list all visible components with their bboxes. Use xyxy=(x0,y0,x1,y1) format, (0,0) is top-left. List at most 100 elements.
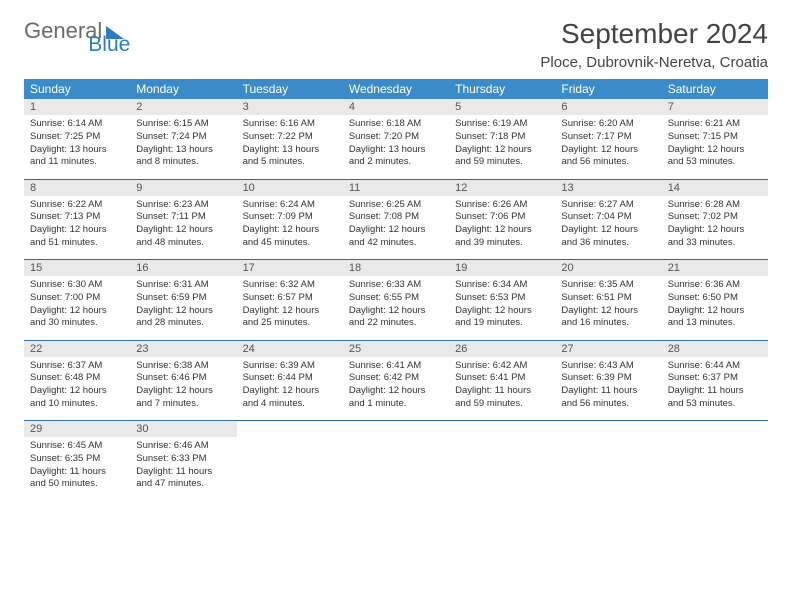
day-number-cell: 20 xyxy=(555,260,661,277)
weekday-header-row: Sunday Monday Tuesday Wednesday Thursday… xyxy=(24,79,768,99)
daylight-line: Daylight: 12 hours and 4 minutes. xyxy=(243,385,337,411)
day-detail-cell: Sunrise: 6:33 AMSunset: 6:55 PMDaylight:… xyxy=(343,276,449,340)
daylight-line: Daylight: 12 hours and 7 minutes. xyxy=(136,385,230,411)
day-detail-cell: Sunrise: 6:27 AMSunset: 7:04 PMDaylight:… xyxy=(555,196,661,260)
sunrise-line: Sunrise: 6:34 AM xyxy=(455,279,549,292)
day-number-cell: 12 xyxy=(449,179,555,196)
day-detail-cell: Sunrise: 6:35 AMSunset: 6:51 PMDaylight:… xyxy=(555,276,661,340)
daylight-line: Daylight: 12 hours and 1 minute. xyxy=(349,385,443,411)
day-detail-cell: Sunrise: 6:15 AMSunset: 7:24 PMDaylight:… xyxy=(130,115,236,179)
sunset-line: Sunset: 6:42 PM xyxy=(349,372,443,385)
sunset-line: Sunset: 6:35 PM xyxy=(30,453,124,466)
day-detail-cell: Sunrise: 6:46 AMSunset: 6:33 PMDaylight:… xyxy=(130,437,236,501)
day-number-cell xyxy=(237,421,343,438)
daylight-line: Daylight: 12 hours and 59 minutes. xyxy=(455,144,549,170)
daylight-line: Daylight: 12 hours and 10 minutes. xyxy=(30,385,124,411)
day-number-cell: 11 xyxy=(343,179,449,196)
sunset-line: Sunset: 6:57 PM xyxy=(243,292,337,305)
day-detail-cell: Sunrise: 6:19 AMSunset: 7:18 PMDaylight:… xyxy=(449,115,555,179)
daylight-line: Daylight: 12 hours and 13 minutes. xyxy=(668,305,762,331)
day-detail-cell: Sunrise: 6:38 AMSunset: 6:46 PMDaylight:… xyxy=(130,357,236,421)
day-number-cell: 15 xyxy=(24,260,130,277)
day-detail-cell: Sunrise: 6:36 AMSunset: 6:50 PMDaylight:… xyxy=(662,276,768,340)
day-number-cell: 7 xyxy=(662,99,768,115)
sunrise-line: Sunrise: 6:33 AM xyxy=(349,279,443,292)
sunset-line: Sunset: 6:33 PM xyxy=(136,453,230,466)
day-detail-cell: Sunrise: 6:24 AMSunset: 7:09 PMDaylight:… xyxy=(237,196,343,260)
day-number-cell: 18 xyxy=(343,260,449,277)
sunrise-line: Sunrise: 6:23 AM xyxy=(136,199,230,212)
sunset-line: Sunset: 7:11 PM xyxy=(136,211,230,224)
logo: General Blue xyxy=(24,18,168,44)
day-detail-cell: Sunrise: 6:34 AMSunset: 6:53 PMDaylight:… xyxy=(449,276,555,340)
sunset-line: Sunset: 6:55 PM xyxy=(349,292,443,305)
day-number-cell: 10 xyxy=(237,179,343,196)
daylight-line: Daylight: 12 hours and 45 minutes. xyxy=(243,224,337,250)
day-number-cell: 13 xyxy=(555,179,661,196)
day-number-cell: 8 xyxy=(24,179,130,196)
day-detail-cell: Sunrise: 6:41 AMSunset: 6:42 PMDaylight:… xyxy=(343,357,449,421)
daylight-line: Daylight: 12 hours and 16 minutes. xyxy=(561,305,655,331)
header: General Blue September 2024 Ploce, Dubro… xyxy=(24,18,768,71)
sunrise-line: Sunrise: 6:36 AM xyxy=(668,279,762,292)
day-detail-row: Sunrise: 6:30 AMSunset: 7:00 PMDaylight:… xyxy=(24,276,768,340)
sunset-line: Sunset: 6:44 PM xyxy=(243,372,337,385)
sunrise-line: Sunrise: 6:14 AM xyxy=(30,118,124,131)
day-number-cell xyxy=(449,421,555,438)
sunset-line: Sunset: 6:46 PM xyxy=(136,372,230,385)
sunrise-line: Sunrise: 6:42 AM xyxy=(455,360,549,373)
sunrise-line: Sunrise: 6:24 AM xyxy=(243,199,337,212)
day-detail-row: Sunrise: 6:45 AMSunset: 6:35 PMDaylight:… xyxy=(24,437,768,501)
daylight-line: Daylight: 13 hours and 8 minutes. xyxy=(136,144,230,170)
day-number-row: 2930 xyxy=(24,421,768,438)
day-number-cell: 28 xyxy=(662,340,768,357)
day-detail-cell: Sunrise: 6:39 AMSunset: 6:44 PMDaylight:… xyxy=(237,357,343,421)
weekday-header: Saturday xyxy=(662,79,768,99)
sunset-line: Sunset: 7:25 PM xyxy=(30,131,124,144)
sunrise-line: Sunrise: 6:22 AM xyxy=(30,199,124,212)
daylight-line: Daylight: 13 hours and 5 minutes. xyxy=(243,144,337,170)
day-detail-cell xyxy=(662,437,768,501)
sunrise-line: Sunrise: 6:26 AM xyxy=(455,199,549,212)
day-detail-cell: Sunrise: 6:21 AMSunset: 7:15 PMDaylight:… xyxy=(662,115,768,179)
day-detail-cell: Sunrise: 6:14 AMSunset: 7:25 PMDaylight:… xyxy=(24,115,130,179)
day-detail-cell: Sunrise: 6:20 AMSunset: 7:17 PMDaylight:… xyxy=(555,115,661,179)
title-block: September 2024 Ploce, Dubrovnik-Neretva,… xyxy=(540,18,768,71)
daylight-line: Daylight: 11 hours and 56 minutes. xyxy=(561,385,655,411)
day-number-cell: 23 xyxy=(130,340,236,357)
day-number-row: 15161718192021 xyxy=(24,260,768,277)
day-number-cell: 5 xyxy=(449,99,555,115)
sunset-line: Sunset: 7:08 PM xyxy=(349,211,443,224)
sunrise-line: Sunrise: 6:28 AM xyxy=(668,199,762,212)
sunset-line: Sunset: 6:59 PM xyxy=(136,292,230,305)
daylight-line: Daylight: 12 hours and 30 minutes. xyxy=(30,305,124,331)
sunset-line: Sunset: 7:20 PM xyxy=(349,131,443,144)
day-detail-cell: Sunrise: 6:25 AMSunset: 7:08 PMDaylight:… xyxy=(343,196,449,260)
daylight-line: Daylight: 12 hours and 56 minutes. xyxy=(561,144,655,170)
day-number-cell: 4 xyxy=(343,99,449,115)
sunset-line: Sunset: 6:50 PM xyxy=(668,292,762,305)
sunrise-line: Sunrise: 6:39 AM xyxy=(243,360,337,373)
sunset-line: Sunset: 7:09 PM xyxy=(243,211,337,224)
daylight-line: Daylight: 12 hours and 48 minutes. xyxy=(136,224,230,250)
day-detail-cell: Sunrise: 6:28 AMSunset: 7:02 PMDaylight:… xyxy=(662,196,768,260)
day-number-cell: 17 xyxy=(237,260,343,277)
sunset-line: Sunset: 7:15 PM xyxy=(668,131,762,144)
daylight-line: Daylight: 12 hours and 51 minutes. xyxy=(30,224,124,250)
day-detail-cell: Sunrise: 6:22 AMSunset: 7:13 PMDaylight:… xyxy=(24,196,130,260)
sunset-line: Sunset: 6:48 PM xyxy=(30,372,124,385)
day-detail-cell xyxy=(343,437,449,501)
day-detail-cell: Sunrise: 6:37 AMSunset: 6:48 PMDaylight:… xyxy=(24,357,130,421)
weekday-header: Friday xyxy=(555,79,661,99)
day-number-cell: 25 xyxy=(343,340,449,357)
day-detail-cell xyxy=(555,437,661,501)
day-number-cell: 27 xyxy=(555,340,661,357)
sunrise-line: Sunrise: 6:19 AM xyxy=(455,118,549,131)
day-detail-cell: Sunrise: 6:16 AMSunset: 7:22 PMDaylight:… xyxy=(237,115,343,179)
sunrise-line: Sunrise: 6:31 AM xyxy=(136,279,230,292)
day-detail-cell: Sunrise: 6:26 AMSunset: 7:06 PMDaylight:… xyxy=(449,196,555,260)
day-number-cell: 22 xyxy=(24,340,130,357)
day-number-cell: 1 xyxy=(24,99,130,115)
day-detail-row: Sunrise: 6:14 AMSunset: 7:25 PM Daylight:… xyxy=(24,115,768,179)
weekday-header: Thursday xyxy=(449,79,555,99)
